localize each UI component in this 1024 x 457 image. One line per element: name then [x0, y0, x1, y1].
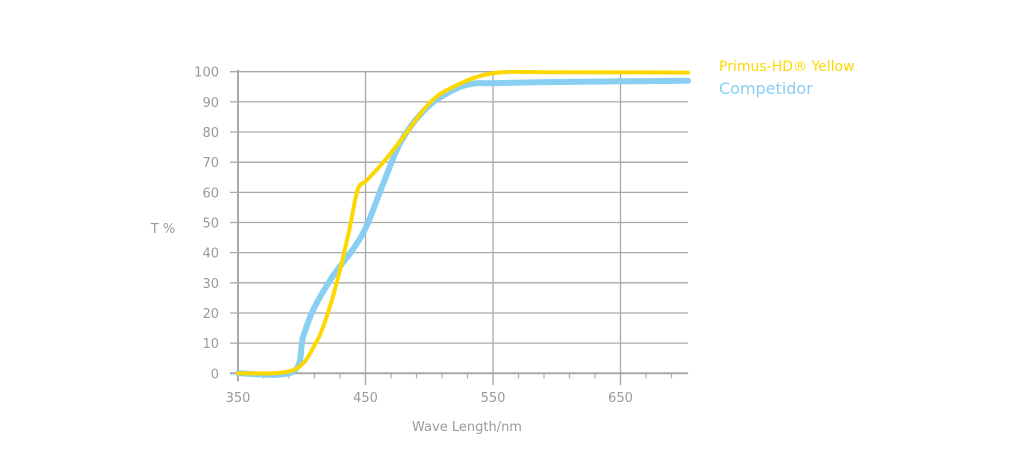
grid: [230, 69, 689, 386]
y-tick-label: 60: [202, 186, 219, 201]
legend-item-primus: Primus-HD® Yellow: [719, 59, 855, 75]
series-line-competidor: [235, 77, 692, 378]
legend-item-competidor: Competidor: [719, 79, 813, 98]
y-tick-label: 80: [202, 126, 219, 141]
x-tick-labels: 350 450 550 650: [226, 391, 633, 406]
x-axis-label: Wave Length/nm: [412, 420, 522, 435]
y-tick-label: 30: [202, 277, 219, 292]
y-axis-label: T %: [150, 222, 175, 237]
x-tick-label: 650: [608, 391, 633, 406]
x-tick-label: 450: [353, 391, 378, 406]
y-tick-label: 100: [194, 66, 219, 81]
y-tick-label: 70: [202, 156, 219, 171]
x-tick-label: 550: [481, 391, 506, 406]
series-line-primus-hd-yellow: [236, 69, 691, 376]
y-tick-label: 10: [202, 337, 219, 352]
x-tick-label: 350: [226, 391, 251, 406]
y-tick-label: 50: [202, 217, 219, 232]
y-tick-label: 0: [211, 367, 219, 382]
y-tick-label: 90: [202, 96, 219, 111]
y-tick-labels: 0 10 20 30 40 50 60 70 80 90 100: [194, 66, 219, 383]
series-lines: [235, 69, 692, 378]
y-tick-label: 40: [202, 247, 219, 262]
y-tick-label: 20: [202, 307, 219, 322]
